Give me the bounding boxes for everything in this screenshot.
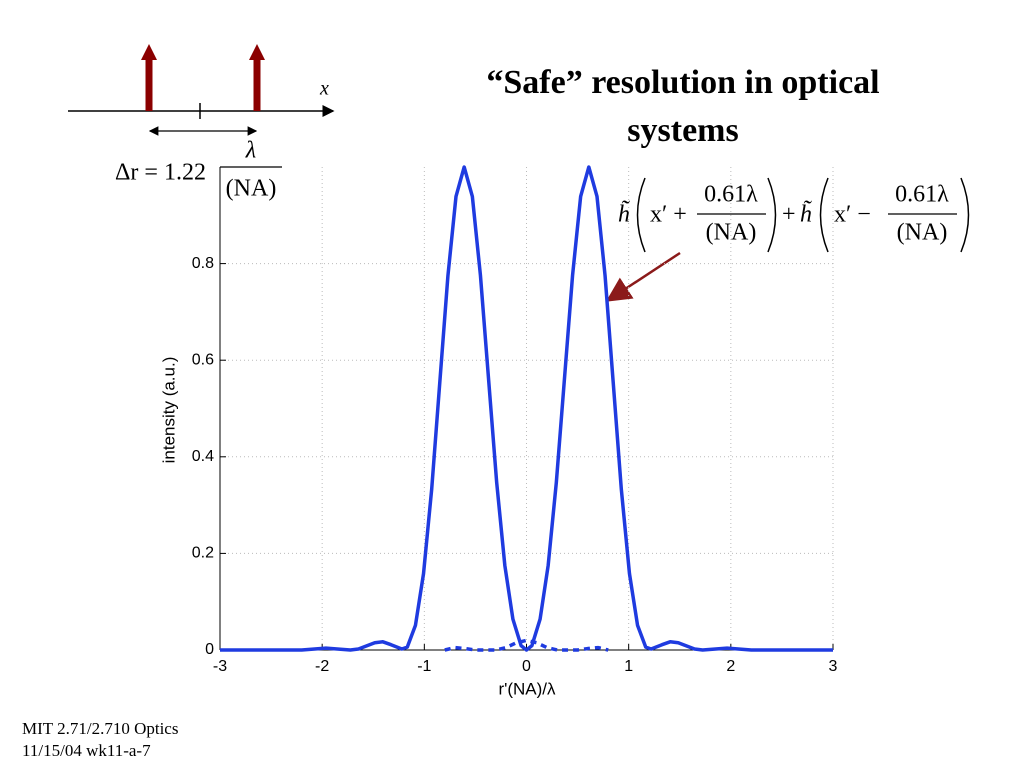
plot: -3 -2 -1 0 1 2 3 0 0.2 0.4 0.6 0.8 [192,165,838,675]
x-tick-label: 3 [829,658,838,675]
equation: λ [245,138,256,164]
title: systems [627,112,738,149]
y-tick-label: 0.6 [192,351,214,368]
x-tick-label: -2 [315,658,329,675]
footer: MIT 2.71/2.710 Optics [22,719,178,738]
formula-part: x′ + [650,202,687,228]
data-line [444,638,609,652]
y-axis-label: intensity (a.u.) [159,357,178,464]
formula-part: 0.61λ [895,182,949,208]
title: “Safe” resolution in optical [486,64,879,101]
pointer-arrow [605,251,681,302]
footer: 11/15/04 wk11-a-7 [22,741,151,760]
inset-diagram: x Δr = 1.22 λ (NA) [68,44,335,202]
x-tick-label: 2 [726,658,735,675]
formula-part: + [782,202,796,228]
y-tick-label: 0 [205,641,214,658]
axis-label: x [319,78,329,100]
data-line [220,165,833,652]
x-tick-label: -1 [417,658,431,675]
x-tick-label: 1 [624,658,633,675]
formula-part: h̃ [800,200,812,228]
y-tick-label: 0.2 [192,545,214,562]
formula-part: x′ − [834,202,871,228]
equation: (NA) [226,176,277,202]
x-axis-label: r'(NA)/λ [498,679,556,698]
formula: h̃ x′ + 0.61λ (NA) + h̃ x′ − 0.61λ (NA) [618,177,970,253]
equation: Δr = 1.22 [115,160,206,186]
x-tick-label: 0 [522,658,531,675]
y-tick-label: 0.8 [192,255,214,272]
formula-part: (NA) [897,220,948,246]
formula-part: h̃ [618,200,630,228]
y-tick-label: 0.4 [192,448,214,465]
x-tick-label: -3 [213,658,227,675]
